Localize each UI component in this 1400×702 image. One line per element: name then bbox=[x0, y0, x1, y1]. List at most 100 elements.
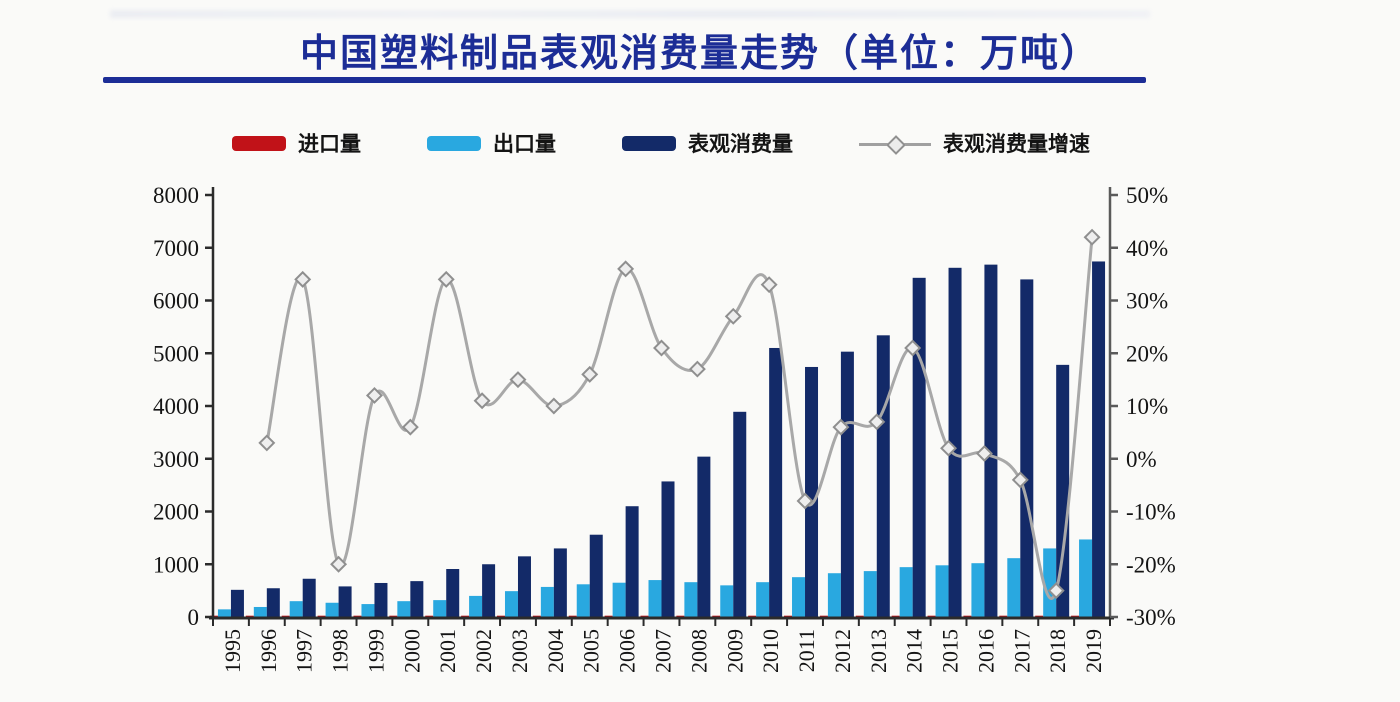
bar-consumption-2018 bbox=[1056, 364, 1070, 617]
right-axis-tick-label: 10% bbox=[1126, 394, 1168, 419]
bar-export-2017 bbox=[1007, 558, 1021, 617]
growth-marker-2010 bbox=[760, 276, 778, 294]
legend-label: 出口量 bbox=[493, 133, 556, 156]
growth-marker-2013 bbox=[868, 413, 886, 431]
x-axis-year-label: 2008 bbox=[686, 629, 711, 673]
x-axis-year-label: 1997 bbox=[292, 629, 317, 673]
bar-consumption-2003 bbox=[517, 556, 531, 617]
bar-import-2013 bbox=[855, 615, 864, 617]
x-axis-year-label: 2018 bbox=[1045, 629, 1070, 673]
x-axis-year-label: 2004 bbox=[543, 629, 568, 673]
bar-consumption-2016 bbox=[984, 264, 998, 617]
bar-export-2018 bbox=[1043, 548, 1057, 617]
bar-import-2000 bbox=[389, 615, 398, 617]
left-axis-tick-label: 2000 bbox=[153, 500, 199, 525]
left-axis-tick-label: 5000 bbox=[153, 341, 199, 366]
growth-marker-2000 bbox=[401, 418, 419, 436]
bar-import-2001 bbox=[425, 615, 434, 617]
growth-marker-2018 bbox=[1047, 582, 1065, 600]
growth-marker-2006 bbox=[617, 260, 635, 278]
x-axis-year-label: 2000 bbox=[399, 629, 424, 673]
bar-import-2019 bbox=[1071, 615, 1080, 617]
legend-label: 进口量 bbox=[298, 133, 361, 156]
bar-export-1998 bbox=[325, 602, 339, 617]
bar-consumption-2001 bbox=[446, 568, 460, 617]
growth-marker-1999 bbox=[365, 386, 383, 404]
legend-label: 表观消费量 bbox=[688, 133, 793, 156]
x-axis-year-label: 2015 bbox=[938, 629, 963, 673]
x-axis-year-label: 2017 bbox=[1009, 629, 1034, 673]
bar-export-2011 bbox=[792, 577, 806, 617]
bar-export-1995 bbox=[217, 609, 231, 617]
growth-marker-2009 bbox=[724, 307, 742, 325]
bar-export-2000 bbox=[397, 601, 411, 617]
bar-import-1997 bbox=[281, 615, 290, 617]
growth-marker-1997 bbox=[294, 270, 312, 288]
bar-export-2012 bbox=[827, 573, 841, 617]
bar-consumption-2000 bbox=[410, 581, 424, 617]
legend-line-diamond-icon bbox=[859, 134, 931, 155]
bar-consumption-2008 bbox=[697, 456, 711, 617]
right-axis-tick-label: -30% bbox=[1126, 605, 1176, 630]
growth-marker-2003 bbox=[509, 371, 527, 389]
x-axis-year-label: 2012 bbox=[830, 629, 855, 673]
x-axis-year-label: 2011 bbox=[794, 629, 819, 672]
bar-import-2016 bbox=[963, 615, 972, 617]
left-axis-tick-label: 3000 bbox=[153, 447, 199, 472]
legend-item-1: 进口量 bbox=[232, 128, 361, 158]
bar-import-2011 bbox=[784, 615, 793, 617]
legend-bar-swatch-icon bbox=[622, 135, 676, 151]
legend-item-3: 表观消费量 bbox=[622, 128, 793, 158]
legend-bar-swatch-icon bbox=[427, 135, 481, 151]
bar-export-2002 bbox=[469, 595, 483, 617]
bar-export-2008 bbox=[684, 582, 698, 617]
growth-marker-2008 bbox=[688, 360, 706, 378]
growth-marker-2019 bbox=[1083, 228, 1101, 246]
bar-export-2003 bbox=[504, 591, 518, 617]
bar-export-1996 bbox=[253, 606, 267, 617]
right-axis-tick-label: -20% bbox=[1126, 552, 1176, 577]
x-axis-year-label: 2001 bbox=[435, 629, 460, 673]
left-axis-tick-label: 7000 bbox=[153, 236, 199, 261]
bar-import-2014 bbox=[891, 615, 900, 617]
bar-export-2013 bbox=[863, 571, 877, 617]
bar-export-2016 bbox=[971, 563, 985, 617]
cropped-text-remnant bbox=[110, 10, 1150, 18]
bar-export-2005 bbox=[576, 584, 590, 617]
right-axis-tick-label: 30% bbox=[1126, 289, 1168, 314]
x-axis-year-label: 2002 bbox=[471, 629, 496, 673]
chart-title: 中国塑料制品表观消费量走势（单位：万吨） bbox=[299, 33, 1100, 75]
bar-import-2009 bbox=[712, 615, 721, 617]
x-axis-year-label: 2016 bbox=[973, 629, 998, 673]
legend-label: 表观消费量增速 bbox=[943, 133, 1090, 156]
bar-consumption-2014 bbox=[912, 277, 926, 617]
bar-export-2001 bbox=[433, 600, 447, 617]
bar-consumption-1996 bbox=[266, 588, 280, 617]
bar-consumption-1999 bbox=[374, 582, 388, 617]
bar-import-2017 bbox=[999, 615, 1008, 617]
bar-consumption-2004 bbox=[553, 548, 567, 617]
growth-marker-2011 bbox=[796, 492, 814, 510]
bar-import-2018 bbox=[1035, 615, 1044, 617]
bar-consumption-1997 bbox=[302, 578, 316, 617]
x-axis-year-label: 2006 bbox=[615, 629, 640, 673]
bar-import-2015 bbox=[927, 615, 936, 617]
bar-import-2012 bbox=[819, 615, 828, 617]
x-axis-year-label: 2010 bbox=[758, 629, 783, 673]
growth-marker-1998 bbox=[330, 555, 348, 573]
growth-marker-2012 bbox=[832, 418, 850, 436]
legend-item-4: 表观消费量增速 bbox=[859, 128, 1090, 158]
bar-consumption-2011 bbox=[805, 366, 819, 617]
bar-import-2007 bbox=[640, 615, 649, 617]
right-axis-tick-label: 20% bbox=[1126, 341, 1168, 366]
bar-import-2006 bbox=[604, 615, 613, 617]
bar-import-1996 bbox=[245, 615, 254, 617]
bar-consumption-2007 bbox=[661, 481, 675, 617]
growth-marker-2015 bbox=[940, 439, 958, 457]
bar-export-2004 bbox=[540, 586, 554, 617]
bar-consumption-2010 bbox=[769, 347, 783, 617]
growth-marker-2001 bbox=[437, 270, 455, 288]
bar-consumption-2019 bbox=[1092, 261, 1106, 617]
growth-marker-2002 bbox=[473, 392, 491, 410]
